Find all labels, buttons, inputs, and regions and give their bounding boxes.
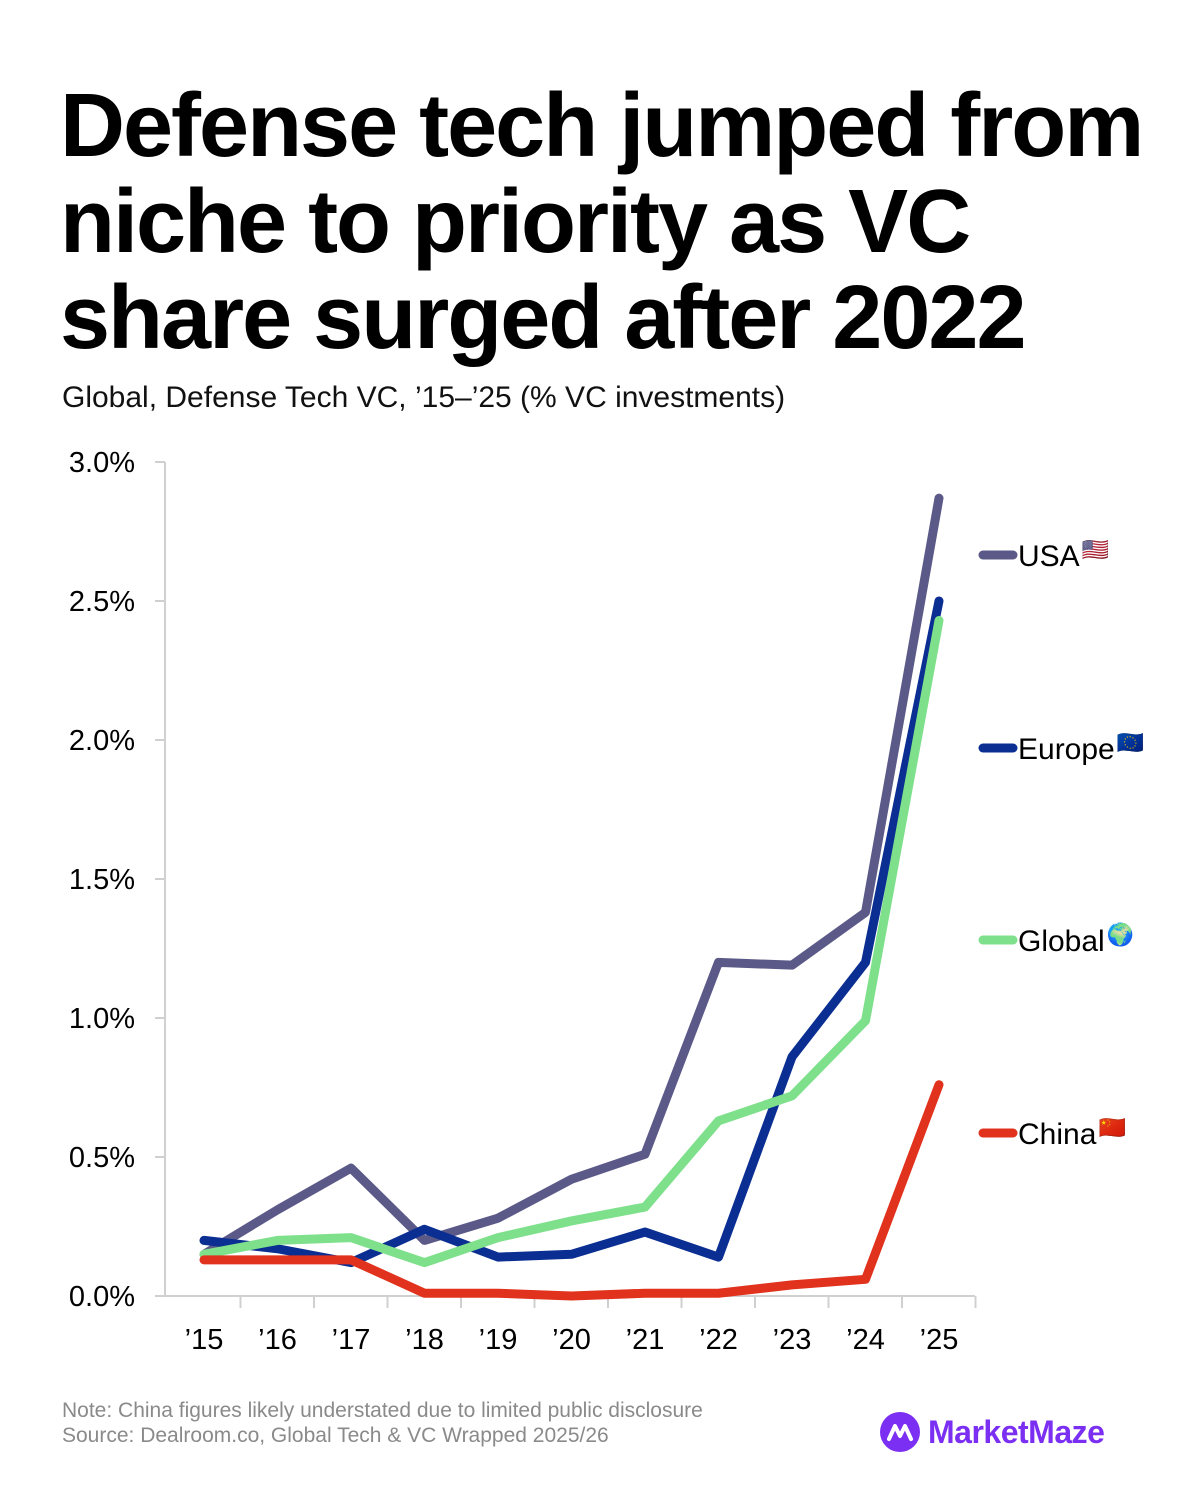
- x-tick-label: ’23: [773, 1324, 812, 1356]
- legend-flag-europe-icon: 🇪🇺: [1117, 730, 1144, 755]
- legend-flag-usa-icon: 🇺🇸: [1082, 537, 1109, 562]
- x-tick-label: ’15: [185, 1324, 224, 1356]
- brand-name: MarketMaze: [928, 1413, 1105, 1450]
- series-line-global: [199, 615, 944, 1268]
- legend-label-usa: USA: [1018, 540, 1080, 573]
- x-tick-label: ’25: [920, 1324, 959, 1356]
- legend-label-global: Global: [1018, 925, 1105, 958]
- x-tick-label: ’19: [479, 1324, 518, 1356]
- legend-label-europe: Europe: [1018, 733, 1115, 766]
- y-tick-label: 2.5%: [69, 586, 135, 618]
- x-tick-label: ’20: [552, 1324, 591, 1356]
- x-tick-label: ’16: [258, 1324, 297, 1356]
- y-tick-label: 1.0%: [69, 1003, 135, 1035]
- series-line-usa: [199, 493, 944, 1259]
- x-tick-label: ’21: [626, 1324, 665, 1356]
- y-tick-label: 2.0%: [69, 725, 135, 757]
- y-tick-label: 0.0%: [69, 1281, 135, 1313]
- chart-title: Defense tech jumped from niche to priori…: [60, 76, 1144, 368]
- y-tick-label: 1.5%: [69, 864, 135, 896]
- line-chart: 0.0% 0.5% 1.0% 1.5% 2.0% 2.5% 3.0% ’15 ’16 ’17 ’18…: [69, 447, 1144, 1356]
- series-line-europe: [199, 596, 944, 1268]
- footer-note: Note: China figures likely understated d…: [62, 1399, 703, 1422]
- market-maze-logo-icon: [880, 1412, 920, 1452]
- series-line-china: [199, 1080, 944, 1301]
- legend-label-china: China: [1018, 1118, 1097, 1151]
- chart-subtitle: Global, Defense Tech VC, ’15–’25 (% VC i…: [62, 381, 786, 414]
- legend-flag-global-icon: 🌍: [1107, 922, 1134, 947]
- x-tick-label: ’18: [405, 1324, 444, 1356]
- footer-source: Source: Dealroom.co, Global Tech & VC Wr…: [62, 1424, 609, 1447]
- legend-flag-china-icon: 🇨🇳: [1099, 1115, 1126, 1140]
- y-tick-label: 3.0%: [69, 447, 135, 479]
- x-tick-label: ’24: [846, 1324, 885, 1356]
- y-tick-label: 0.5%: [69, 1142, 135, 1174]
- x-tick-label: ’22: [699, 1324, 738, 1356]
- brand-logo: MarketMaze: [880, 1412, 1105, 1452]
- footer: Note: China figures likely understated d…: [62, 1398, 703, 1448]
- x-tick-label: ’17: [332, 1324, 371, 1356]
